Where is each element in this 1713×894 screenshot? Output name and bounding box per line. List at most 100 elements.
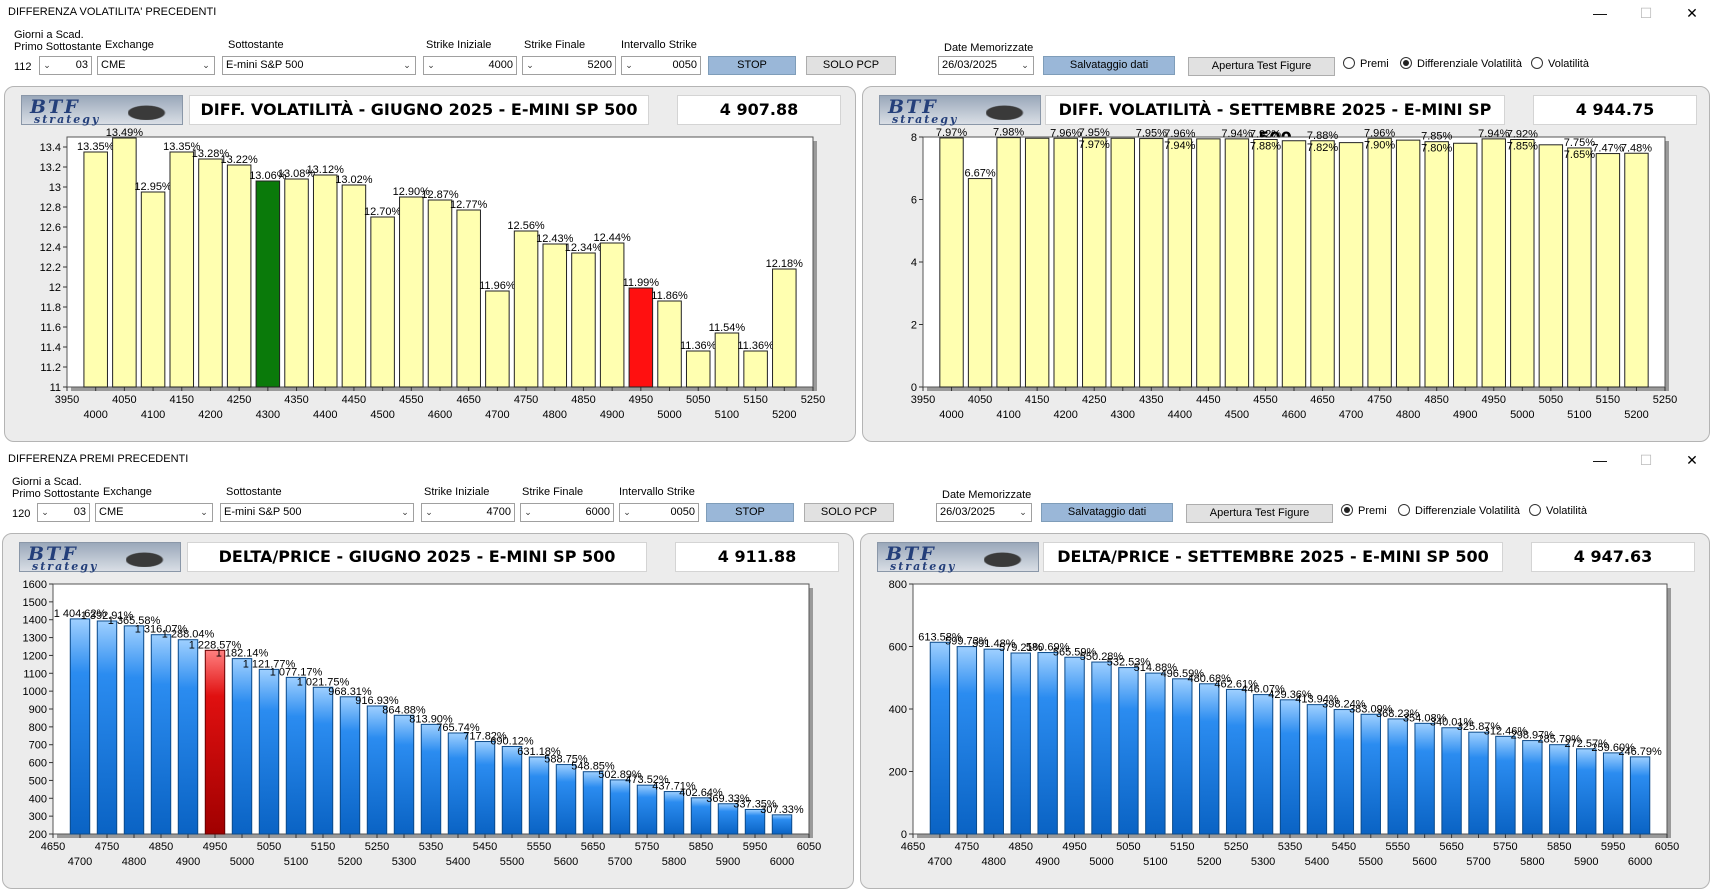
y-tick-label: 2	[911, 320, 917, 332]
chevron-down-icon[interactable]: ⌄	[202, 60, 210, 70]
x-tick-label: 4450	[1196, 394, 1220, 406]
bar	[284, 178, 309, 388]
x-tick-label: 4500	[370, 409, 394, 421]
bar	[609, 779, 631, 835]
maximize-icon[interactable]: ☐	[1639, 5, 1653, 21]
data-label: 7.85%	[1421, 131, 1452, 143]
bar	[456, 209, 481, 388]
bar	[150, 634, 172, 835]
chevron-down-icon[interactable]: ⌄	[425, 507, 433, 517]
chevron-down-icon[interactable]: ⌄	[403, 60, 411, 70]
date-select[interactable]: 26/03/2025 ⌄	[938, 56, 1034, 75]
stop-button[interactable]: STOP	[706, 503, 794, 522]
chevron-down-icon[interactable]: ⌄	[200, 507, 208, 517]
data-label: 7.65%	[1564, 149, 1595, 161]
data-label: 1 228.57%	[189, 639, 242, 651]
close-icon[interactable]: ✕	[1686, 5, 1698, 21]
x-tick-label: 4550	[399, 394, 423, 406]
bar	[1495, 735, 1516, 835]
x-tick-label: 5950	[1601, 841, 1625, 853]
bar	[1110, 137, 1135, 388]
data-label: 13.08%	[278, 168, 316, 180]
strike-finale-spinner[interactable]: ⌄ 5200	[522, 56, 616, 75]
bar	[690, 797, 712, 835]
data-label: 398.24%	[1322, 699, 1366, 711]
chevron-down-icon[interactable]: ⌄	[623, 507, 631, 517]
radio-premi[interactable]: Premi	[1341, 504, 1387, 518]
solo-pcp-button[interactable]: SOLO PCP	[806, 56, 896, 75]
exchange-select[interactable]: CME ⌄	[97, 56, 215, 75]
data-label: 580.69%	[1026, 642, 1070, 654]
data-label: 916.93%	[355, 695, 399, 707]
data-label: 765.74%	[436, 722, 480, 734]
strike-iniziale-spinner[interactable]: ⌄ 4000	[423, 56, 517, 75]
strike-finale-spinner[interactable]: ⌄ 6000	[520, 503, 614, 522]
x-tick-label: 5400	[446, 856, 470, 868]
stop-button[interactable]: STOP	[708, 56, 796, 75]
data-label: 6.67%	[964, 168, 995, 180]
x-tick-label: 3950	[911, 394, 935, 406]
chevron-down-icon[interactable]: ⌄	[526, 60, 534, 70]
x-tick-label: 4150	[170, 394, 194, 406]
y-tick-label: 400	[889, 704, 907, 716]
data-label: 298.97%	[1511, 730, 1555, 742]
x-tick-label: 4200	[1053, 409, 1077, 421]
chevron-down-icon[interactable]: ⌄	[625, 60, 633, 70]
chevron-down-icon[interactable]: ⌄	[41, 507, 49, 517]
chevron-down-icon[interactable]: ⌄	[401, 507, 409, 517]
giorni-spinner[interactable]: ⌄ 03	[39, 56, 92, 75]
bar	[1167, 138, 1193, 388]
x-tick-label: 5400	[1305, 856, 1329, 868]
exchange-select[interactable]: CME ⌄	[95, 503, 213, 522]
radio-differenziale[interactable]: Differenziale Volatilità	[1400, 57, 1522, 71]
radio-dot	[1341, 504, 1353, 516]
close-icon[interactable]: ✕	[1686, 452, 1698, 468]
y-tick-label: 0	[901, 829, 907, 841]
radio-premi[interactable]: Premi	[1343, 57, 1389, 71]
data-label: 7.90%	[1364, 139, 1395, 151]
sottostante-select[interactable]: E-mini S&P 500 ⌄	[220, 503, 414, 522]
chevron-down-icon[interactable]: ⌄	[427, 60, 435, 70]
intervallo-spinner[interactable]: ⌄ 0050	[621, 56, 701, 75]
bar	[714, 332, 740, 388]
giorni-spinner[interactable]: ⌄ 03	[37, 503, 90, 522]
data-label: 1 316.07%	[135, 624, 188, 636]
bar	[956, 646, 978, 835]
maximize-icon[interactable]: ☐	[1639, 452, 1653, 468]
apertura-test-button[interactable]: Apertura Test Figure	[1186, 504, 1333, 523]
date-select[interactable]: 26/03/2025 ⌄	[936, 503, 1032, 522]
apertura-test-button[interactable]: Apertura Test Figure	[1188, 57, 1335, 76]
strike-iniziale-spinner[interactable]: ⌄ 4700	[421, 503, 515, 522]
chevron-down-icon[interactable]: ⌄	[1019, 507, 1027, 517]
x-tick-label: 5450	[1332, 841, 1356, 853]
x-tick-label: 5750	[635, 841, 659, 853]
x-tick-label: 5000	[1510, 409, 1534, 421]
data-label: 968.31%	[328, 686, 372, 698]
window-title: DIFFERENZA PREMI PRECEDENTI	[8, 453, 189, 465]
data-label: 429.36%	[1268, 689, 1312, 701]
minimize-icon[interactable]: —	[1593, 452, 1607, 468]
solo-pcp-button[interactable]: SOLO PCP	[804, 503, 894, 522]
bar	[140, 191, 166, 388]
bar	[628, 287, 654, 388]
sottostante-select[interactable]: E-mini S&P 500 ⌄	[222, 56, 416, 75]
intervallo-spinner[interactable]: ⌄ 0050	[619, 503, 699, 522]
bar	[1118, 667, 1139, 835]
radio-volatilita[interactable]: Volatilità	[1529, 504, 1587, 518]
radio-differenziale[interactable]: Differenziale Volatilità	[1398, 504, 1520, 518]
data-label: 473.52%	[625, 774, 669, 786]
salvataggio-button[interactable]: Salvataggio dati	[1043, 56, 1175, 75]
bull-icon	[984, 549, 1030, 567]
bar	[1595, 153, 1621, 388]
bar	[198, 158, 223, 388]
chevron-down-icon[interactable]: ⌄	[524, 507, 532, 517]
x-tick-label: 4750	[95, 841, 119, 853]
radio-volatilita[interactable]: Volatilità	[1531, 57, 1589, 71]
data-label: 514.88%	[1134, 662, 1178, 674]
minimize-icon[interactable]: —	[1593, 5, 1607, 21]
chevron-down-icon[interactable]: ⌄	[43, 60, 51, 70]
bar	[1024, 137, 1050, 388]
salvataggio-button[interactable]: Salvataggio dati	[1041, 503, 1173, 522]
x-tick-label: 4300	[1111, 409, 1135, 421]
chevron-down-icon[interactable]: ⌄	[1021, 60, 1029, 70]
